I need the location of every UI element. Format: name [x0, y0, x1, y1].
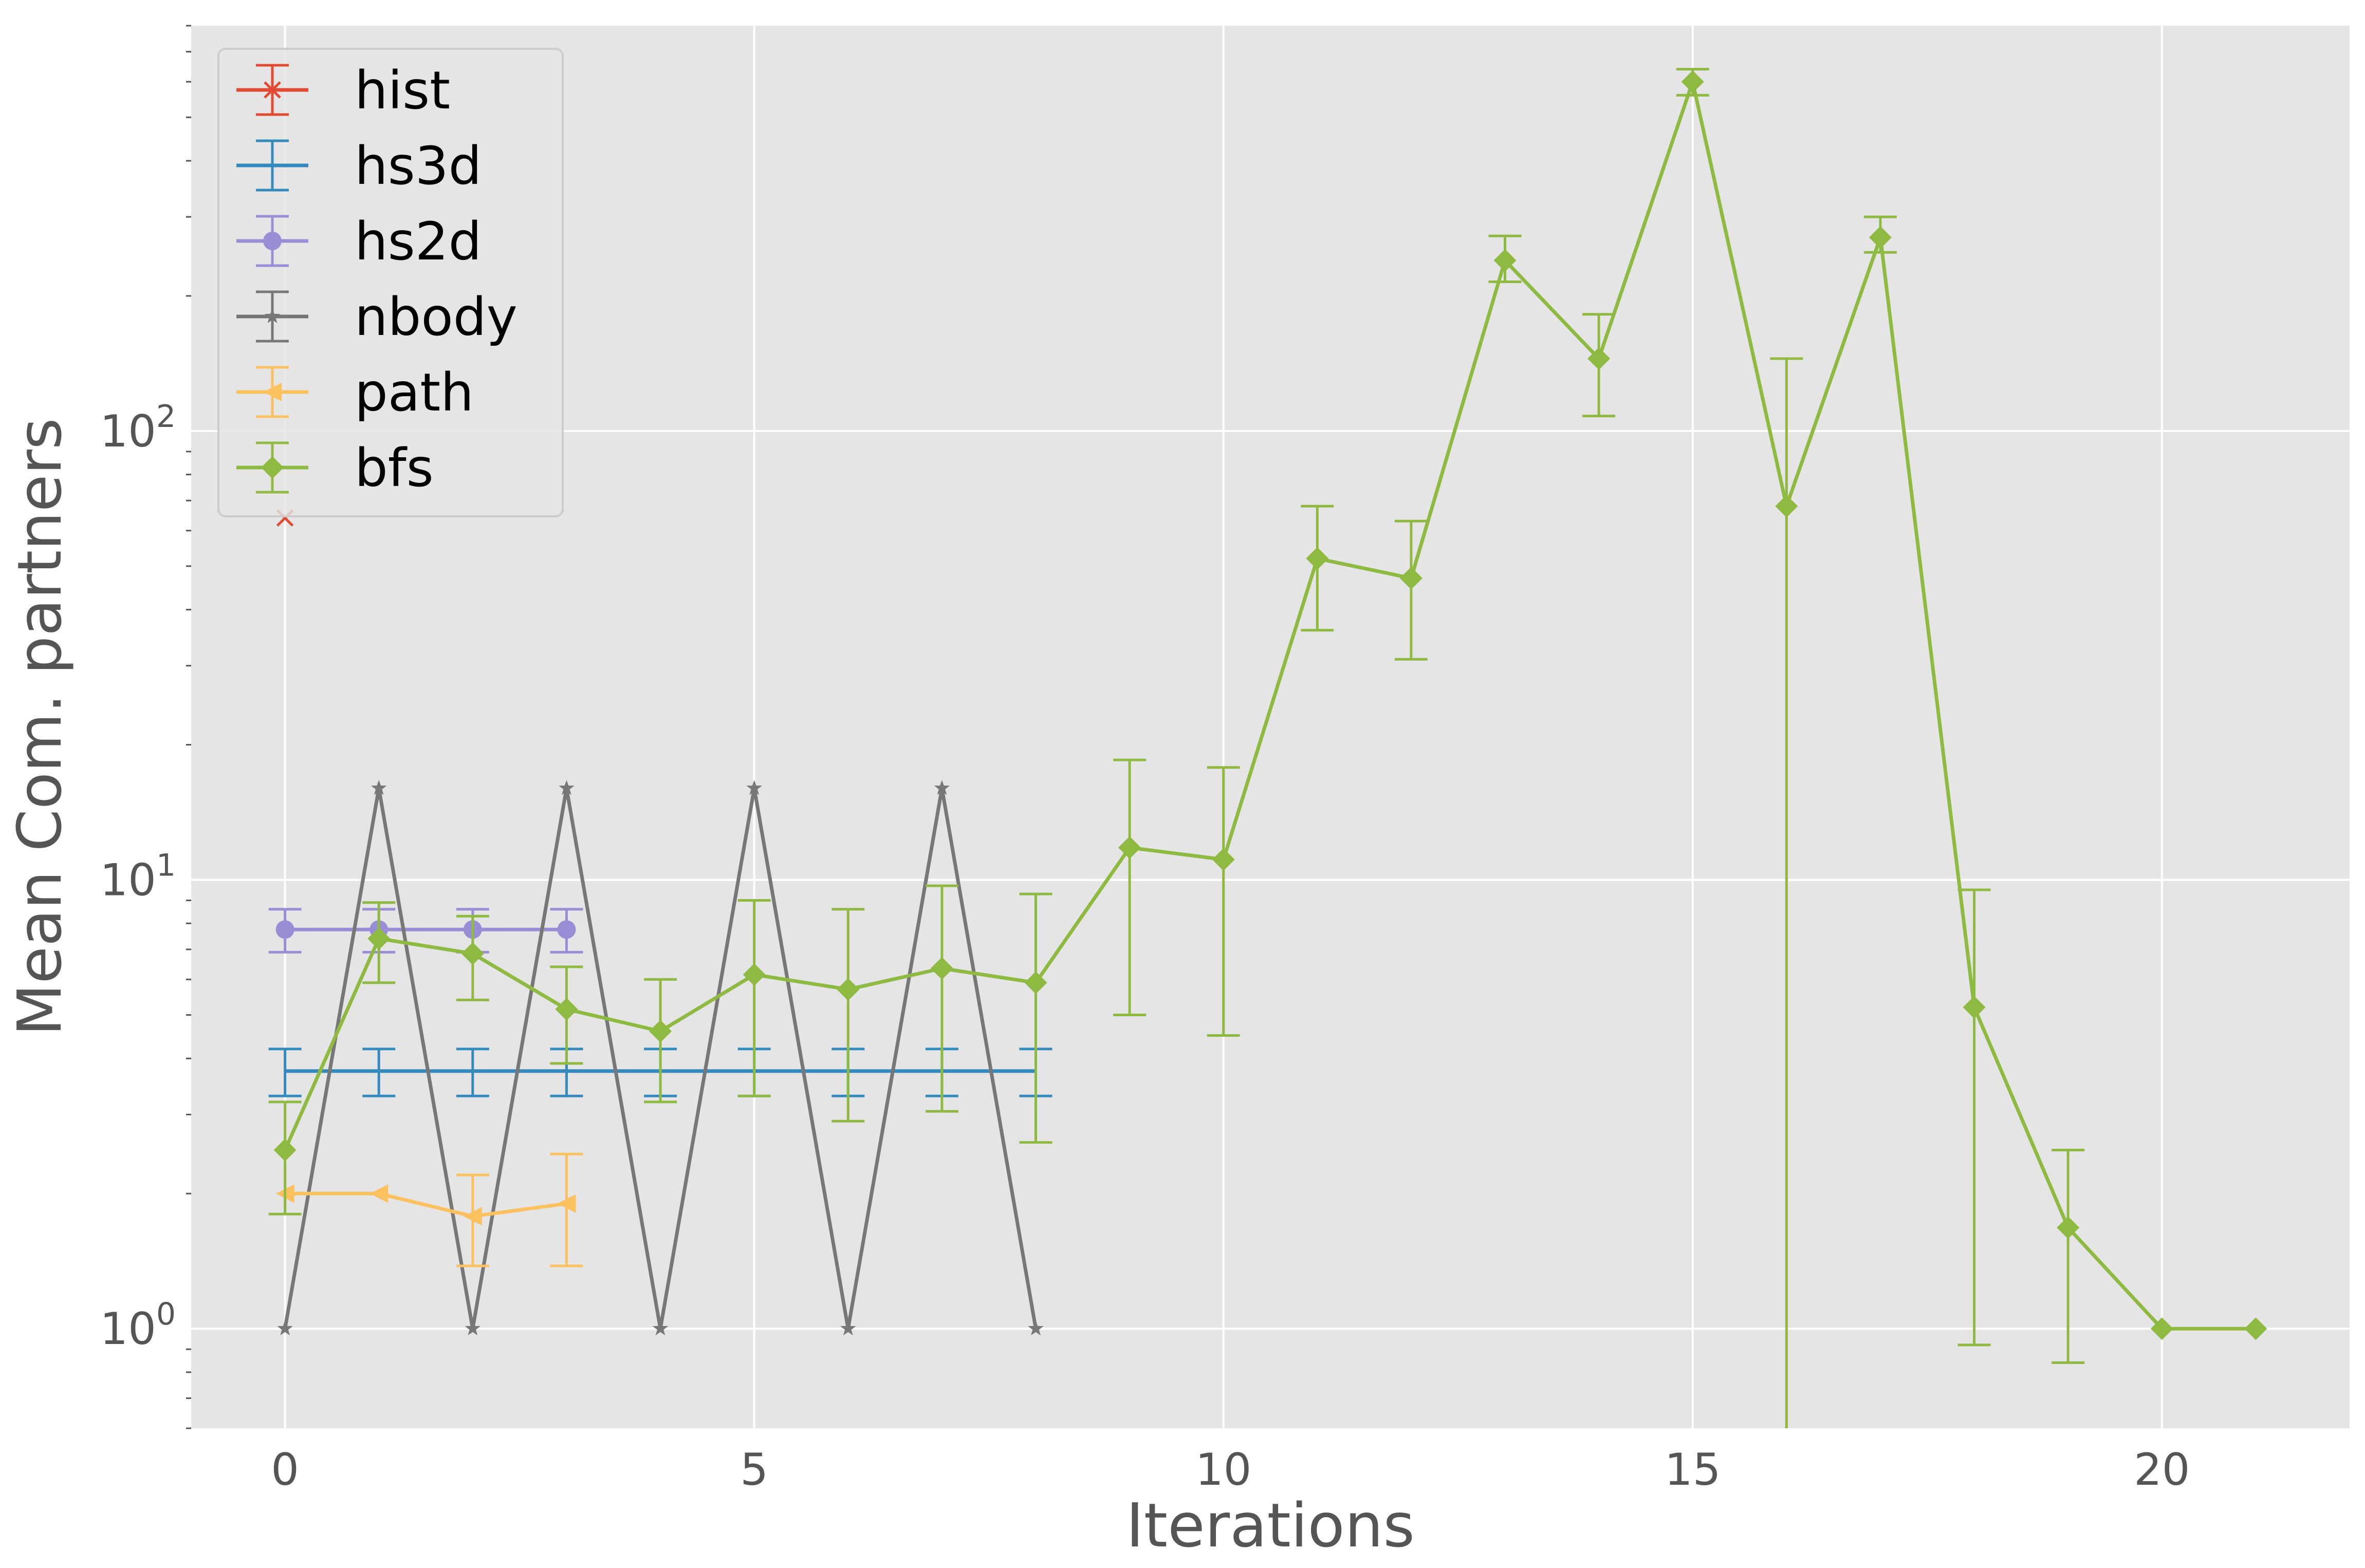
error-bar	[1207, 766, 1240, 1037]
data-point	[840, 1320, 856, 1336]
data-point	[1775, 495, 1798, 518]
data-point	[559, 780, 575, 795]
legend-label: hs2d	[355, 211, 482, 272]
error-bar	[1113, 758, 1147, 1017]
data-point	[371, 780, 387, 795]
data-point	[1118, 836, 1141, 859]
data-point	[1028, 1320, 1044, 1336]
data-point	[463, 1207, 482, 1226]
data-point	[1399, 567, 1422, 590]
series-path	[275, 1152, 583, 1267]
legend-label: bfs	[355, 438, 434, 499]
data-point	[1587, 347, 1611, 370]
x-tick-label: 10	[1195, 1444, 1251, 1496]
data-point	[1493, 249, 1517, 272]
x-tick-labels: 0 5 10 15 20	[271, 1444, 2190, 1496]
data-point	[2150, 1317, 2173, 1340]
data-point	[1306, 547, 1329, 570]
data-point	[2244, 1317, 2267, 1340]
series-nbody	[277, 780, 1044, 1336]
legend-label: path	[355, 362, 474, 423]
legend-entry-hs3d: hs3d	[236, 136, 482, 197]
data-point	[461, 942, 484, 965]
data-point	[2057, 1216, 2080, 1239]
x-tick-label: 0	[271, 1444, 299, 1496]
data-point	[649, 1020, 672, 1043]
data-point	[273, 1138, 297, 1162]
legend: hist hs3d hs2d nbody path bfs	[217, 48, 564, 517]
series-layer	[268, 68, 2267, 1428]
error-bar	[2052, 1149, 2085, 1364]
data-point	[465, 1320, 481, 1336]
data-point	[930, 957, 953, 980]
y-tick-label: 101	[100, 848, 176, 906]
x-tick-label: 20	[2134, 1444, 2190, 1496]
data-point	[934, 780, 950, 795]
data-point	[557, 920, 576, 939]
legend-marker	[261, 456, 284, 479]
legend-marker	[264, 308, 281, 323]
data-point	[277, 1320, 293, 1336]
y-tick-label: 100	[100, 1296, 176, 1355]
y-tick-labels: 100 101 102	[100, 399, 176, 1355]
data-point	[746, 780, 762, 795]
error-bar	[737, 899, 771, 1097]
data-point	[837, 978, 860, 1001]
error-bar	[1394, 519, 1428, 661]
y-tick-label: 102	[100, 399, 176, 457]
x-tick-label: 15	[1665, 1444, 1721, 1496]
series-line-bfs	[283, 80, 2256, 1331]
legend-marker	[263, 383, 282, 401]
data-point	[1024, 971, 1047, 994]
y-minor-ticks	[186, 25, 191, 1429]
data-point	[1963, 996, 1986, 1019]
data-point	[555, 998, 578, 1021]
data-point	[1681, 70, 1704, 94]
legend-entry-bfs: bfs	[236, 438, 434, 499]
error-bar	[1957, 888, 1991, 1347]
data-point	[557, 1194, 576, 1213]
legend-label: hs3d	[355, 136, 482, 197]
y-axis-label: Mean Com. partners	[4, 418, 75, 1036]
data-point	[743, 963, 766, 986]
series-bfs	[268, 68, 2267, 1428]
x-axis-label: Iterations	[1126, 1490, 1415, 1561]
legend-entry-hist: hist	[236, 60, 450, 121]
legend-entry-hs2d: hs2d	[236, 211, 482, 272]
data-point	[367, 927, 391, 950]
legend-entry-nbody: nbody	[236, 287, 518, 348]
legend-label: nbody	[355, 287, 518, 348]
data-point	[275, 920, 294, 939]
data-point	[652, 1320, 669, 1336]
legend-marker	[263, 232, 282, 250]
legend-entry-path: path	[236, 362, 474, 423]
data-point	[1869, 226, 1892, 249]
data-point	[369, 1184, 389, 1203]
x-tick-label: 5	[740, 1444, 768, 1496]
data-point	[1212, 848, 1235, 871]
error-bar	[925, 884, 958, 1113]
error-bar	[1770, 357, 1803, 1428]
legend-label: hist	[355, 60, 450, 121]
error-bar	[832, 908, 865, 1123]
legend-marker	[264, 81, 281, 99]
series-line-path	[285, 1191, 567, 1218]
error-bar	[550, 1152, 583, 1267]
error-bar	[1019, 892, 1052, 1144]
